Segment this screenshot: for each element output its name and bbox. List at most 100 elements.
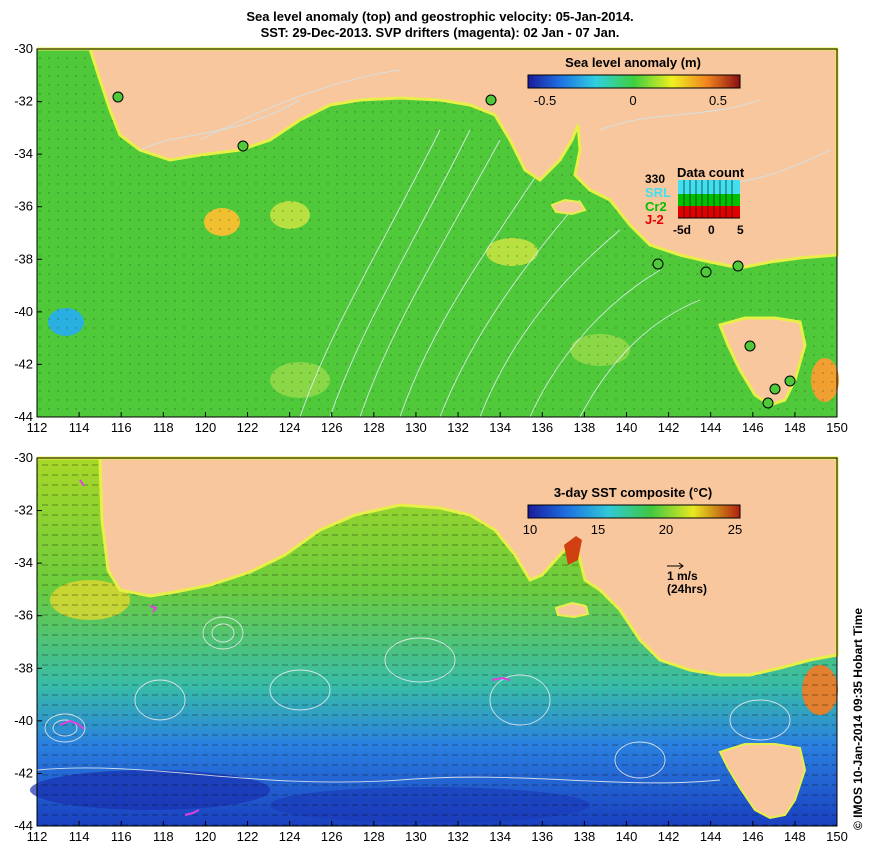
ssh-contours [299,129,701,418]
latitude-tick-label: -32 [14,94,33,109]
sst-colorbar: 3-day SST composite (°C) 10 15 20 25 [523,485,742,537]
sla-colorbar-title: Sea level anomaly (m) [565,55,701,70]
data-count-axis-label: -5d [673,223,691,237]
latitude-tick-label: -34 [14,555,33,570]
latitude-tick-label: -30 [14,450,33,465]
longitude-tick-label: 148 [784,829,806,844]
latitude-tick-label: -32 [14,503,33,518]
longitude-tick-label: 138 [574,829,596,844]
latitude-tick-label: -36 [14,199,33,214]
sst-colorbar-title: 3-day SST composite (°C) [554,485,712,500]
data-count-title: Data count [677,165,745,180]
data-count-series-srl: SRL [645,185,671,200]
data-count-inset: Data count 330 SRL Cr2 J-2 -5d 0 5 [645,165,745,237]
longitude-tick-label: 138 [574,420,596,435]
tasmania [717,316,807,407]
longitude-tick-label: 114 [69,420,90,435]
longitude-tick-label: 130 [405,829,427,844]
bottom-panel-frame [36,457,838,827]
kangaroo-island [550,198,587,216]
vector-scale: 1 m/s (24hrs) [667,562,707,596]
tasmania-sst [718,743,807,820]
longitude-tick-label: 124 [279,420,301,435]
longitude-tick-label: 128 [363,829,385,844]
data-count-series-cr2: Cr2 [645,199,667,214]
latitude-tick-label: -42 [14,356,33,371]
latitude-tick-label: -40 [14,713,33,728]
longitude-tick-label: 146 [742,829,764,844]
longitude-tick-label: 124 [279,829,301,844]
longitude-tick-label: 136 [531,829,553,844]
longitude-tick-label: 142 [658,420,680,435]
latitude-tick-label: -44 [14,409,33,424]
sla-tick-label: 0 [629,93,636,108]
longitude-tick-label: 120 [195,420,217,435]
latitude-tick-label: -34 [14,146,33,161]
data-count-axis-label: 0 [708,223,715,237]
longitude-tick-label: 132 [447,420,469,435]
longitude-tick-label: 114 [69,829,90,844]
longitude-tick-label: 118 [153,420,174,435]
longitude-tick-label: 140 [616,829,638,844]
latitude-tick-label: -38 [14,660,33,675]
australia-mainland [37,47,839,270]
latitude-tick-label: -38 [14,251,33,266]
longitude-tick-label: 130 [405,420,427,435]
latitude-tick-label: -36 [14,608,33,623]
longitude-tick-label: 136 [531,420,553,435]
sst-tick-label: 10 [523,522,537,537]
latitude-tick-label: -40 [14,304,33,319]
longitude-tick-label: 116 [111,420,132,435]
map-title-line2: SST: 29-Dec-2013. SVP drifters (magenta)… [260,25,620,40]
kangaroo-island-sst [554,601,590,619]
longitude-tick-label: 132 [447,829,469,844]
sla-colorbar: Sea level anomaly (m) -0.5 0 0.5 [527,55,741,108]
vector-scale-sublabel: (24hrs) [667,582,707,596]
scale-arrow-head [678,562,684,570]
latitude-tick-label: -30 [14,41,33,56]
top-panel-frame [36,48,838,418]
vector-scale-label: 1 m/s [667,569,698,583]
axis-layer: 112 114 116 118 120 122 124 126 128 130 132 134 136 1… [14,41,848,844]
credit-text: © IMOS 10-Jan-2014 09:35 Hobart Time [851,607,865,830]
ssh-contours-bottom [36,616,791,784]
sst-colorbar-gradient [527,504,741,519]
data-count-max: 330 [645,172,665,186]
longitude-tick-label: 150 [826,829,848,844]
longitude-tick-label: 112 [27,420,48,435]
longitude-tick-label: 144 [700,420,722,435]
longitude-tick-label: 142 [658,829,680,844]
top-panel-map [36,47,839,418]
sla-colorbar-gradient [527,74,741,89]
data-count-series-j2: J-2 [645,212,664,227]
latitude-tick-label: -44 [14,818,33,833]
sla-tick-label: -0.5 [534,93,556,108]
sla-tick-label: 0.5 [709,93,727,108]
longitude-tick-label: 150 [826,420,848,435]
longitude-tick-label: 140 [616,420,638,435]
sst-tick-label: 15 [591,522,605,537]
longitude-tick-label: 144 [700,829,722,844]
longitude-tick-label: 146 [742,420,764,435]
longitude-tick-label: 122 [237,420,259,435]
bottom-panel-map [30,456,839,827]
data-count-bars [678,180,740,219]
longitude-tick-label: 122 [237,829,259,844]
longitude-tick-label: 126 [321,829,343,844]
longitude-tick-label: 128 [363,420,385,435]
longitude-tick-label: 148 [784,420,806,435]
latitude-tick-label: -42 [14,765,33,780]
svp-drifter-tracks [59,479,511,816]
longitude-tick-label: 118 [153,829,174,844]
longitude-tick-label: 134 [489,420,511,435]
gulf-warm-water [564,536,582,565]
sst-tick-label: 20 [659,522,673,537]
sst-tick-label: 25 [728,522,742,537]
longitude-tick-label: 120 [195,829,217,844]
longitude-tick-label: 134 [489,829,511,844]
data-count-axis-label: 5 [737,223,744,237]
longitude-tick-label: 112 [27,829,48,844]
longitude-tick-label: 116 [111,829,132,844]
tide-gauges [112,91,796,409]
